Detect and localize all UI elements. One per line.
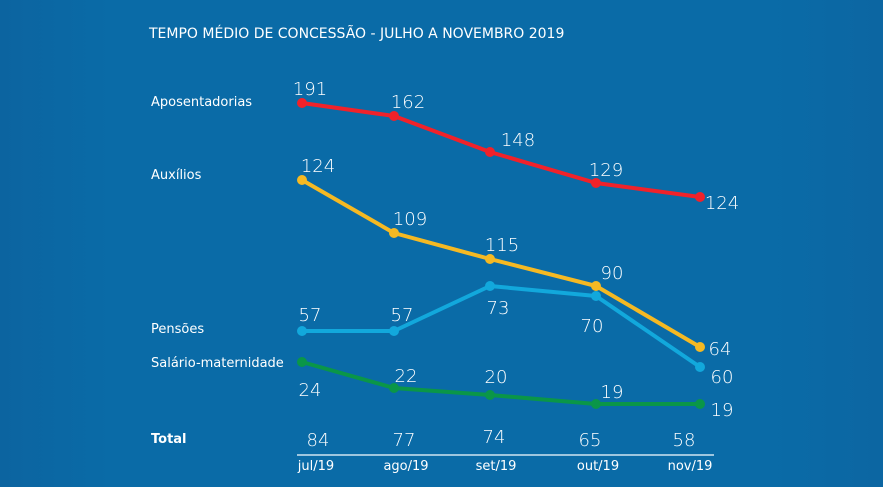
x-tick-label: nov/19	[668, 459, 713, 474]
total-value: 65	[579, 430, 602, 451]
data-point	[695, 362, 705, 372]
data-point	[297, 326, 307, 336]
data-point	[591, 281, 601, 291]
x-tick-label: jul/19	[297, 459, 334, 474]
data-label: 57	[299, 305, 322, 326]
data-label: 162	[391, 92, 425, 113]
data-label: 19	[711, 400, 734, 421]
data-label: 148	[501, 130, 535, 151]
total-value: 84	[307, 430, 330, 451]
data-point	[389, 228, 399, 238]
series-label: Auxílios	[151, 168, 202, 183]
data-point	[695, 342, 705, 352]
data-label: 124	[705, 193, 739, 214]
total-value: 74	[483, 427, 506, 448]
data-label: 90	[601, 263, 624, 284]
data-point	[695, 192, 705, 202]
series-line	[301, 178, 702, 349]
data-point	[485, 281, 495, 291]
total-value: 77	[393, 430, 416, 451]
chart-title: TEMPO MÉDIO DE CONCESSÃO - JULHO A NOVEM…	[148, 25, 564, 42]
data-label: 64	[709, 339, 732, 360]
data-label: 22	[395, 366, 418, 387]
data-point	[591, 178, 601, 188]
data-label: 70	[581, 316, 604, 337]
data-point	[485, 390, 495, 400]
data-label: 60	[711, 367, 734, 388]
series-label: Salário-maternidade	[151, 356, 284, 371]
total-label: Total	[151, 432, 187, 447]
data-point	[389, 383, 399, 393]
data-point	[389, 111, 399, 121]
data-label: 115	[485, 235, 519, 256]
total-value: 58	[673, 430, 696, 451]
series-label: Pensões	[151, 322, 204, 337]
data-label: 73	[487, 298, 510, 319]
data-label: 20	[485, 367, 508, 388]
x-tick-label: ago/19	[383, 459, 428, 474]
data-label: 191	[293, 79, 327, 100]
data-label: 124	[301, 156, 335, 177]
x-tick-label: set/19	[476, 459, 517, 474]
data-point	[591, 291, 601, 301]
data-label: 57	[391, 305, 414, 326]
data-label: 24	[299, 380, 322, 401]
data-point	[485, 254, 495, 264]
data-point	[389, 326, 399, 336]
data-label: 129	[589, 160, 623, 181]
data-point	[695, 399, 705, 409]
data-label: 109	[393, 209, 427, 230]
data-point	[297, 357, 307, 367]
data-point	[591, 399, 601, 409]
data-point	[297, 98, 307, 108]
data-label: 19	[601, 382, 624, 403]
series-label: Aposentadorias	[151, 95, 252, 110]
data-point	[297, 175, 307, 185]
data-point	[485, 147, 495, 157]
x-tick-label: out/19	[577, 459, 619, 474]
